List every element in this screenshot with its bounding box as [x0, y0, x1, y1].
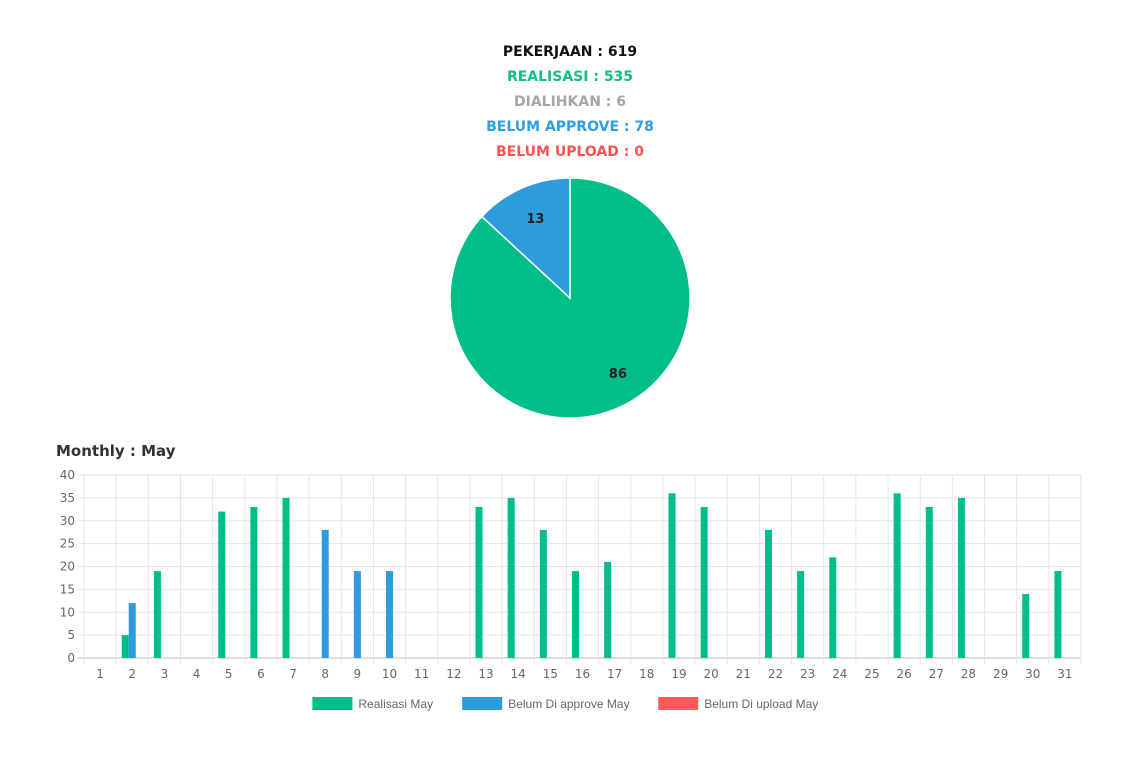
y-tick-label: 20: [60, 560, 75, 574]
belum-approve-total: BELUM APPROVE : 78: [486, 119, 654, 135]
bar-realisasi-may-28: [957, 497, 965, 658]
x-tick-label: 24: [832, 667, 847, 681]
x-tick-label: 15: [543, 667, 558, 681]
x-tick-label: 13: [478, 667, 493, 681]
x-tick-label: 22: [768, 667, 783, 681]
legend-label[interactable]: Belum Di upload May: [704, 697, 818, 711]
pie-slice-realisasi: [449, 177, 691, 419]
x-tick-label: 10: [382, 667, 397, 681]
bar-belum-di-approve-may-10: [386, 571, 394, 658]
dialihkan-total: DIALIHKAN : 6: [514, 94, 626, 110]
bar-realisasi-may-13: [475, 507, 483, 658]
y-tick-label: 5: [67, 628, 75, 642]
x-tick-label: 16: [575, 667, 590, 681]
x-tick-label: 3: [161, 667, 169, 681]
legend-label[interactable]: Belum Di approve May: [508, 697, 629, 711]
bar-realisasi-may-24: [829, 557, 837, 658]
y-tick-label: 30: [60, 514, 75, 528]
bar-realisasi-may-31: [1054, 571, 1062, 658]
legend-swatch[interactable]: [658, 697, 699, 710]
bar-realisasi-may-17: [604, 561, 612, 658]
x-tick-label: 31: [1057, 667, 1072, 681]
bar-realisasi-may-22: [764, 529, 772, 658]
x-tick-label: 9: [354, 667, 362, 681]
bar-belum-di-approve-may-2: [128, 603, 136, 658]
bar-realisasi-may-3: [153, 571, 161, 658]
x-tick-label: 4: [193, 667, 201, 681]
bar-realisasi-may-5: [218, 511, 226, 658]
bar-realisasi-may-26: [893, 493, 901, 658]
pie-slice-belum-approve: [480, 177, 571, 300]
x-tick-label: 5: [225, 667, 233, 681]
x-tick-label: 27: [929, 667, 944, 681]
realisasi-total: REALISASI : 535: [506, 69, 634, 85]
x-tick-label: 6: [257, 667, 265, 681]
y-tick-label: 10: [60, 605, 75, 619]
bar-realisasi-may-27: [925, 507, 933, 658]
x-tick-label: 8: [321, 667, 329, 681]
bar-realisasi-may-2: [121, 635, 129, 658]
bar-realisasi-may-6: [250, 507, 258, 658]
x-tick-label: 17: [607, 667, 622, 681]
bar-belum-di-approve-may-8: [321, 529, 329, 658]
x-tick-label: 11: [414, 667, 429, 681]
y-tick-label: 25: [60, 537, 75, 551]
y-tick-label: 35: [60, 491, 75, 505]
monthly-title: Monthly : May: [56, 442, 176, 460]
bar-realisasi-may-20: [700, 507, 708, 658]
bar-realisasi-may-16: [572, 571, 579, 658]
bar-realisasi-may-14: [507, 497, 515, 658]
x-tick-label: 2: [128, 667, 136, 681]
pie-data-label: 86: [609, 367, 627, 382]
y-tick-label: 40: [60, 468, 75, 482]
y-tick-label: 15: [60, 582, 75, 596]
x-tick-label: 14: [511, 667, 526, 681]
belum-upload-total: BELUM UPLOAD : 0: [496, 144, 644, 160]
pekerjaan-total: PEKERJAAN : 619: [502, 44, 638, 60]
legend-swatch[interactable]: [462, 697, 503, 710]
x-tick-label: 21: [736, 667, 751, 681]
bar-realisasi-may-23: [797, 571, 805, 658]
bar-realisasi-may-30: [1022, 593, 1030, 658]
x-tick-label: 28: [961, 667, 976, 681]
bar-realisasi-may-15: [539, 529, 547, 658]
summary-block: PEKERJAAN : 619 REALISASI : 535 DIALIHKA…: [0, 42, 1140, 167]
x-tick-label: 12: [446, 667, 461, 681]
x-tick-label: 20: [704, 667, 719, 681]
pie-chart: 86 13: [449, 177, 691, 419]
bar-realisasi-may-7: [282, 497, 290, 658]
x-tick-label: 7: [289, 667, 297, 681]
x-tick-label: 30: [1025, 667, 1040, 681]
legend-swatch[interactable]: [312, 697, 353, 710]
x-tick-label: 29: [993, 667, 1008, 681]
x-tick-label: 18: [639, 667, 654, 681]
x-tick-label: 23: [800, 667, 815, 681]
y-tick-label: 0: [67, 651, 75, 665]
pie-data-label: 13: [526, 212, 544, 227]
x-tick-label: 19: [671, 667, 686, 681]
x-tick-label: 1: [96, 667, 104, 681]
bar-realisasi-may-19: [668, 493, 676, 658]
x-tick-label: 25: [864, 667, 879, 681]
x-tick-label: 26: [896, 667, 911, 681]
bar-belum-di-approve-may-9: [353, 571, 361, 658]
legend-label[interactable]: Realisasi May: [358, 697, 433, 711]
